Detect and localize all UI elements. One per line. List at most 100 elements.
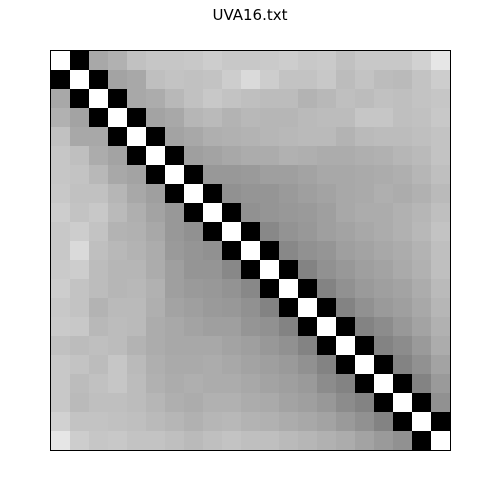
heatmap-cell-13-7 xyxy=(184,298,204,318)
heatmap-cell-9-18 xyxy=(393,222,413,242)
heatmap-cell-5-19 xyxy=(412,146,432,166)
heatmap-cell-14-6 xyxy=(165,317,185,337)
heatmap-cell-15-11 xyxy=(260,336,280,356)
heatmap-cell-1-17 xyxy=(374,70,394,90)
heatmap-cell-11-7 xyxy=(184,260,204,280)
heatmap-cell-4-11 xyxy=(260,127,280,147)
heatmap-cell-4-5 xyxy=(146,127,166,147)
heatmap-cell-4-9 xyxy=(222,127,242,147)
heatmap-cell-16-8 xyxy=(203,355,223,375)
heatmap-cell-3-11 xyxy=(260,108,280,128)
heatmap-cell-20-13 xyxy=(298,431,318,451)
heatmap-cell-0-7 xyxy=(184,51,204,71)
heatmap-cell-13-18 xyxy=(393,298,413,318)
heatmap-cell-2-18 xyxy=(393,89,413,109)
heatmap-cell-19-4 xyxy=(127,412,147,432)
heatmap-cell-6-1 xyxy=(70,165,90,185)
heatmap-cell-1-7 xyxy=(184,70,204,90)
heatmap-cell-12-5 xyxy=(146,279,166,299)
heatmap-cell-12-12 xyxy=(279,279,299,299)
heatmap-cell-12-2 xyxy=(89,279,109,299)
heatmap-cell-1-4 xyxy=(127,70,147,90)
heatmap-cell-3-10 xyxy=(241,108,261,128)
heatmap-cell-19-19 xyxy=(412,412,432,432)
heatmap-cell-16-11 xyxy=(260,355,280,375)
heatmap-cell-16-20 xyxy=(431,355,451,375)
heatmap-cell-4-1 xyxy=(70,127,90,147)
heatmap-cell-10-7 xyxy=(184,241,204,261)
heatmap-cell-0-4 xyxy=(127,51,147,71)
heatmap-cell-0-5 xyxy=(146,51,166,71)
heatmap-cell-4-6 xyxy=(165,127,185,147)
heatmap-cell-5-4 xyxy=(127,146,147,166)
heatmap-cell-16-10 xyxy=(241,355,261,375)
heatmap-cell-11-9 xyxy=(222,260,242,280)
heatmap-cell-12-20 xyxy=(431,279,451,299)
heatmap-cell-7-9 xyxy=(222,184,242,204)
heatmap-cell-14-15 xyxy=(336,317,356,337)
heatmap-cell-1-8 xyxy=(203,70,223,90)
heatmap-cell-8-5 xyxy=(146,203,166,223)
heatmap-cell-2-17 xyxy=(374,89,394,109)
heatmap-cell-11-17 xyxy=(374,260,394,280)
heatmap-cell-1-12 xyxy=(279,70,299,90)
heatmap-cell-10-8 xyxy=(203,241,223,261)
heatmap-cell-18-0 xyxy=(51,393,71,413)
heatmap-cell-12-16 xyxy=(355,279,375,299)
heatmap-cell-0-10 xyxy=(241,51,261,71)
heatmap-cell-3-15 xyxy=(336,108,356,128)
heatmap-cell-14-9 xyxy=(222,317,242,337)
heatmap-cell-18-13 xyxy=(298,393,318,413)
heatmap-cell-3-19 xyxy=(412,108,432,128)
heatmap-cell-13-6 xyxy=(165,298,185,318)
heatmap-cell-1-18 xyxy=(393,70,413,90)
heatmap-cell-6-14 xyxy=(317,165,337,185)
heatmap-cell-15-20 xyxy=(431,336,451,356)
heatmap-cell-2-12 xyxy=(279,89,299,109)
heatmap-cell-12-8 xyxy=(203,279,223,299)
heatmap-cell-15-7 xyxy=(184,336,204,356)
heatmap-cell-5-3 xyxy=(108,146,128,166)
heatmap-cell-14-11 xyxy=(260,317,280,337)
heatmap-cells xyxy=(51,51,451,451)
heatmap-cell-12-14 xyxy=(317,279,337,299)
heatmap-cell-8-17 xyxy=(374,203,394,223)
heatmap-cell-8-3 xyxy=(108,203,128,223)
heatmap-cell-19-14 xyxy=(317,412,337,432)
heatmap-cell-19-2 xyxy=(89,412,109,432)
heatmap-cell-8-19 xyxy=(412,203,432,223)
heatmap-cell-2-6 xyxy=(165,89,185,109)
heatmap-cell-2-1 xyxy=(70,89,90,109)
heatmap-cell-0-8 xyxy=(203,51,223,71)
heatmap-cell-10-0 xyxy=(51,241,71,261)
heatmap-cell-1-15 xyxy=(336,70,356,90)
heatmap-cell-6-10 xyxy=(241,165,261,185)
heatmap-cell-7-12 xyxy=(279,184,299,204)
heatmap-cell-12-0 xyxy=(51,279,71,299)
heatmap-cell-20-9 xyxy=(222,431,242,451)
heatmap-cell-5-14 xyxy=(317,146,337,166)
heatmap-cell-3-13 xyxy=(298,108,318,128)
heatmap-cell-17-2 xyxy=(89,374,109,394)
chart-title: UVA16.txt xyxy=(212,6,288,24)
heatmap-cell-2-7 xyxy=(184,89,204,109)
heatmap-cell-13-15 xyxy=(336,298,356,318)
heatmap-cell-7-16 xyxy=(355,184,375,204)
heatmap-cell-13-10 xyxy=(241,298,261,318)
heatmap-cell-17-16 xyxy=(355,374,375,394)
heatmap-cell-5-0 xyxy=(51,146,71,166)
heatmap-cell-9-10 xyxy=(241,222,261,242)
heatmap-cell-1-0 xyxy=(51,70,71,90)
heatmap-cell-5-13 xyxy=(298,146,318,166)
heatmap-cell-13-2 xyxy=(89,298,109,318)
heatmap-cell-18-19 xyxy=(412,393,432,413)
heatmap-cell-7-7 xyxy=(184,184,204,204)
heatmap-cell-12-4 xyxy=(127,279,147,299)
heatmap-cell-18-18 xyxy=(393,393,413,413)
heatmap-cell-8-13 xyxy=(298,203,318,223)
heatmap-cell-19-5 xyxy=(146,412,166,432)
heatmap-cell-15-18 xyxy=(393,336,413,356)
heatmap-cell-9-14 xyxy=(317,222,337,242)
heatmap-cell-12-9 xyxy=(222,279,242,299)
heatmap-cell-20-6 xyxy=(165,431,185,451)
